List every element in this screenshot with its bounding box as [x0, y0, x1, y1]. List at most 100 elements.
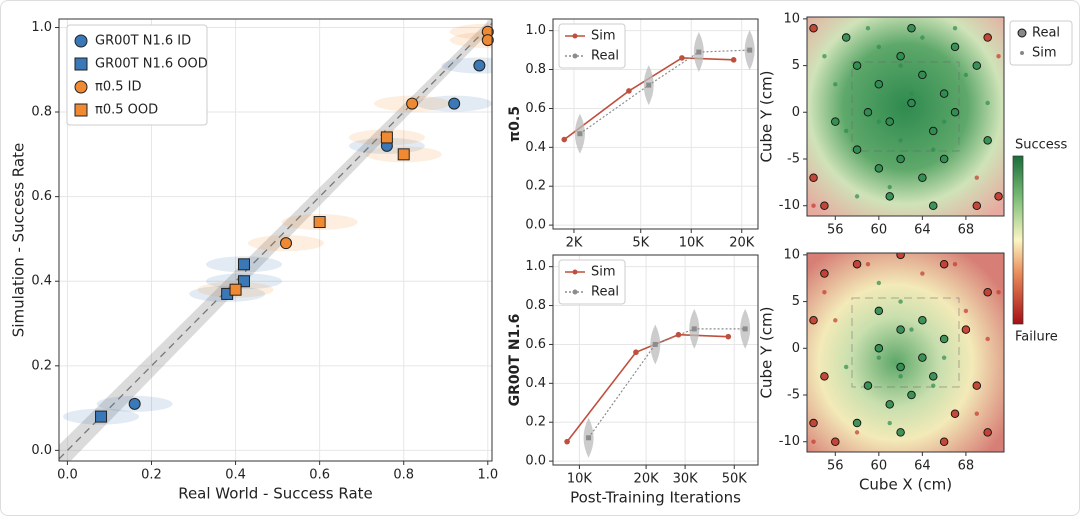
point [920, 35, 925, 40]
x-tick-label: 56 [827, 223, 844, 238]
point [841, 33, 851, 42]
point [898, 299, 903, 304]
x-tick-label: 10K [679, 236, 705, 251]
uncertainty [449, 23, 492, 40]
point [929, 126, 938, 136]
fit-band [59, 19, 492, 461]
x-tick-label: 2K [566, 236, 583, 251]
point [963, 308, 969, 314]
y-tick-label: 0.6 [525, 101, 546, 116]
point [691, 326, 697, 332]
point [280, 237, 293, 250]
y-tick-label: 0.8 [31, 105, 52, 120]
point [876, 119, 882, 124]
point [854, 430, 860, 435]
point [586, 435, 592, 441]
y-tick-label: 5 [792, 294, 800, 309]
axes-frame [552, 18, 759, 230]
legend-marker [572, 269, 578, 275]
point [876, 355, 882, 360]
y-tick-label: 0.0 [31, 443, 52, 458]
y-axis-label: π0.5 [507, 106, 523, 142]
legend-box [66, 24, 208, 126]
y-tick-label: 0.0 [525, 218, 546, 233]
point [237, 258, 250, 271]
point [876, 44, 882, 50]
point [918, 316, 927, 325]
point [820, 269, 829, 278]
point [996, 54, 1001, 59]
point [939, 154, 949, 164]
legend-marker [1017, 28, 1027, 38]
y-tick-label: -10 [779, 198, 800, 213]
point [994, 192, 1003, 201]
legend-label: Sim [591, 265, 616, 280]
colorbar [1012, 155, 1024, 325]
point [852, 259, 862, 269]
point [974, 411, 979, 416]
point [128, 397, 141, 410]
point [918, 173, 927, 182]
point [448, 97, 461, 110]
point [896, 51, 905, 61]
point [896, 325, 905, 334]
legend-marker [1020, 51, 1024, 55]
point [843, 364, 849, 370]
x-tick-label: 0.4 [225, 468, 246, 483]
point [887, 184, 892, 190]
point [811, 439, 816, 444]
x-tick-label: 0.0 [57, 468, 78, 483]
legend: GR00T N1.6 ID GR00T N1.6 OOD π0.5 ID π0.5 O… [66, 24, 208, 126]
point [983, 136, 992, 145]
y-tick-label: 0.4 [525, 140, 546, 155]
point [237, 275, 250, 288]
point [725, 333, 732, 340]
heatmap-background [807, 253, 1004, 452]
point [941, 355, 947, 360]
point [822, 290, 827, 295]
point [809, 173, 818, 182]
y-tick-label: 0.2 [525, 179, 546, 194]
point [950, 409, 960, 418]
point [874, 306, 884, 316]
axes-frame [806, 16, 1005, 217]
x-tick-label: 56 [827, 459, 844, 474]
point [854, 194, 860, 199]
point [950, 42, 960, 52]
point [626, 88, 632, 94]
point [972, 61, 982, 70]
point [931, 147, 936, 152]
x-tick-label: 50K [722, 472, 748, 487]
point [887, 420, 892, 426]
point [918, 353, 927, 362]
legend-marker [74, 57, 88, 71]
x-axis-label: Post-Training Iterations [570, 489, 741, 507]
point [941, 119, 947, 124]
x-axis-label: Real World - Success Rate [178, 485, 373, 503]
point [696, 49, 702, 55]
point [652, 341, 658, 347]
point [996, 290, 1001, 295]
point [909, 91, 914, 96]
x-tick-label: 64 [914, 459, 931, 474]
legend-marker [572, 53, 578, 59]
point [972, 201, 982, 210]
point [406, 97, 419, 110]
point [931, 383, 936, 388]
y-axis-label: Cube Y (cm) [758, 307, 776, 399]
point [833, 82, 838, 87]
legend-marker [572, 289, 578, 295]
x-tick-label: 0.2 [141, 468, 162, 483]
point [863, 108, 873, 117]
point [907, 390, 916, 400]
y-tick-label: 0.2 [525, 415, 546, 430]
y-tick-label: 0.6 [31, 189, 52, 204]
point [831, 117, 840, 126]
point [950, 108, 960, 117]
point [820, 372, 829, 381]
point [831, 437, 840, 446]
y-tick-label: 0 [792, 341, 800, 356]
point [898, 138, 903, 143]
point [874, 80, 884, 89]
x-tick-label: 0.6 [309, 468, 330, 483]
